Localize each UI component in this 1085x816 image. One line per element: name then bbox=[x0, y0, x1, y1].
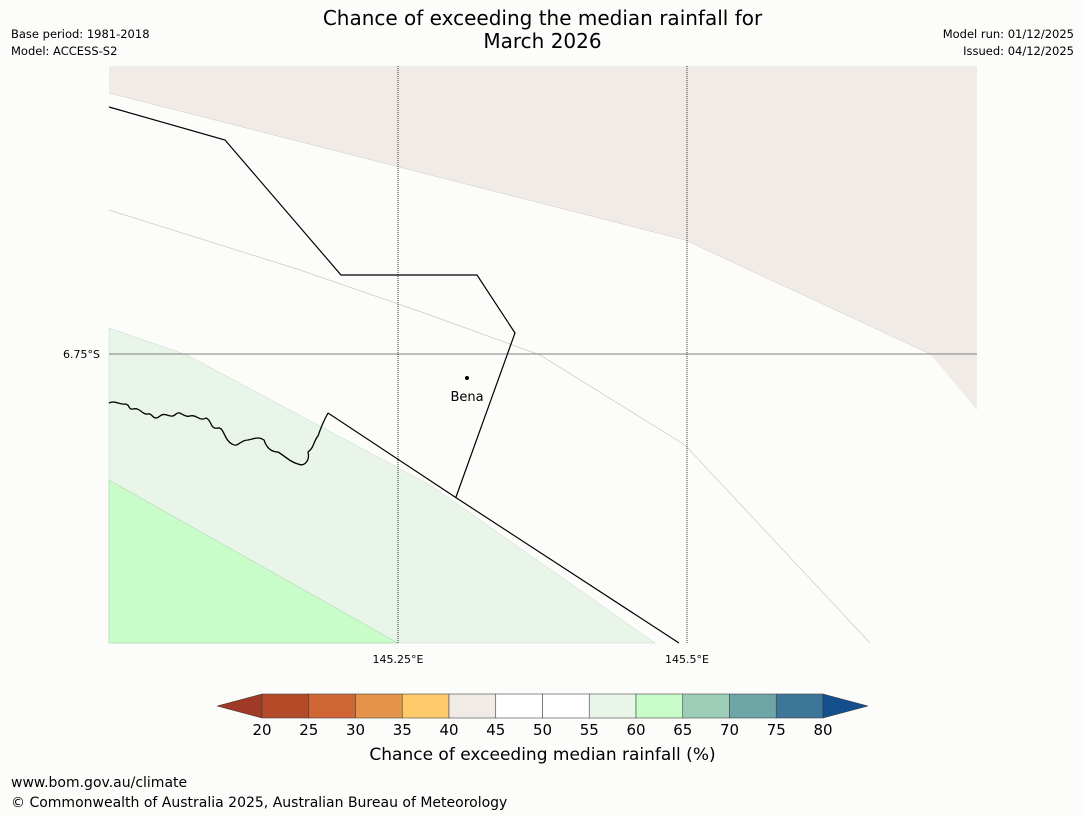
issued-date: Issued: 04/12/2025 bbox=[963, 44, 1074, 58]
colorbar-segment bbox=[448, 693, 497, 719]
colorbar-segment bbox=[635, 693, 684, 719]
colorbar-tick-label: 35 bbox=[393, 721, 412, 739]
colorbar-extend-low bbox=[216, 693, 263, 719]
colorbar-segment bbox=[355, 693, 403, 719]
copyright-notice: © Commonwealth of Australia 2025, Austra… bbox=[11, 795, 508, 811]
colorbar-segment bbox=[542, 693, 590, 719]
province-boundary bbox=[108, 106, 516, 498]
colorbar-segment bbox=[401, 693, 450, 719]
model-info: Base period: 1981-2018 Model: ACCESS-S2 bbox=[11, 26, 150, 60]
title-line-1: Chance of exceeding the median rainfall … bbox=[322, 6, 763, 30]
lon-label-2: 145.5°E bbox=[665, 653, 709, 666]
colorbar-tick-label: 65 bbox=[673, 721, 692, 739]
title-line-2: March 2026 bbox=[483, 29, 602, 53]
colorbar-tick-label: 60 bbox=[626, 721, 645, 739]
model-run: Model run: 01/12/2025 bbox=[942, 27, 1074, 41]
colorbar-label: Chance of exceeding median rainfall (%) bbox=[369, 745, 716, 765]
colorbar-tick-label: 45 bbox=[486, 721, 505, 739]
colorbar-tick-label: 75 bbox=[767, 721, 786, 739]
lat-label: 6.75°S bbox=[63, 348, 100, 361]
colorbar-tick-label: 80 bbox=[813, 721, 832, 739]
colorbar-extend-high bbox=[822, 693, 869, 719]
lon-label-1: 145.25°E bbox=[373, 653, 424, 666]
colorbar-segment bbox=[261, 693, 310, 719]
bena-marker bbox=[465, 376, 469, 380]
colorbar-segment bbox=[682, 693, 730, 719]
colorbar-tick-label: 40 bbox=[439, 721, 458, 739]
colorbar: 20 25 30 35 40 45 50 55 60 65 70 75 80 bbox=[216, 693, 869, 739]
region-60-65 bbox=[108, 479, 399, 644]
province-boundary-south bbox=[327, 412, 680, 644]
base-period: Base period: 1981-2018 bbox=[11, 27, 150, 41]
colorbar-segment bbox=[308, 693, 356, 719]
run-info: Model run: 01/12/2025 Issued: 04/12/2025 bbox=[943, 26, 1074, 60]
river bbox=[108, 401, 329, 466]
colorbar-segment bbox=[588, 693, 637, 719]
model-name: Model: ACCESS-S2 bbox=[11, 44, 118, 58]
region-40-45 bbox=[109, 66, 977, 410]
website-url[interactable]: www.bom.gov.au/climate bbox=[11, 775, 188, 791]
place-label: Bena bbox=[450, 390, 483, 405]
colorbar-tick-label: 70 bbox=[720, 721, 739, 739]
colorbar-tick-label: 50 bbox=[533, 721, 552, 739]
colorbar-segment bbox=[495, 693, 543, 719]
colorbar-tick-label: 30 bbox=[346, 721, 365, 739]
map-title: Chance of exceeding the median rainfall … bbox=[0, 7, 1085, 53]
colorbar-tick-label: 20 bbox=[252, 721, 271, 739]
faint-contour-a bbox=[108, 209, 871, 644]
colorbar-segment bbox=[729, 693, 777, 719]
colorbar-tick-label: 25 bbox=[299, 721, 318, 739]
colorbar-tick-label: 55 bbox=[580, 721, 599, 739]
forecast-map: Bena 6.75°S 145.25°E 145.5°E 20 25 30 35 40 4… bbox=[63, 66, 977, 739]
colorbar-segment bbox=[775, 693, 824, 719]
